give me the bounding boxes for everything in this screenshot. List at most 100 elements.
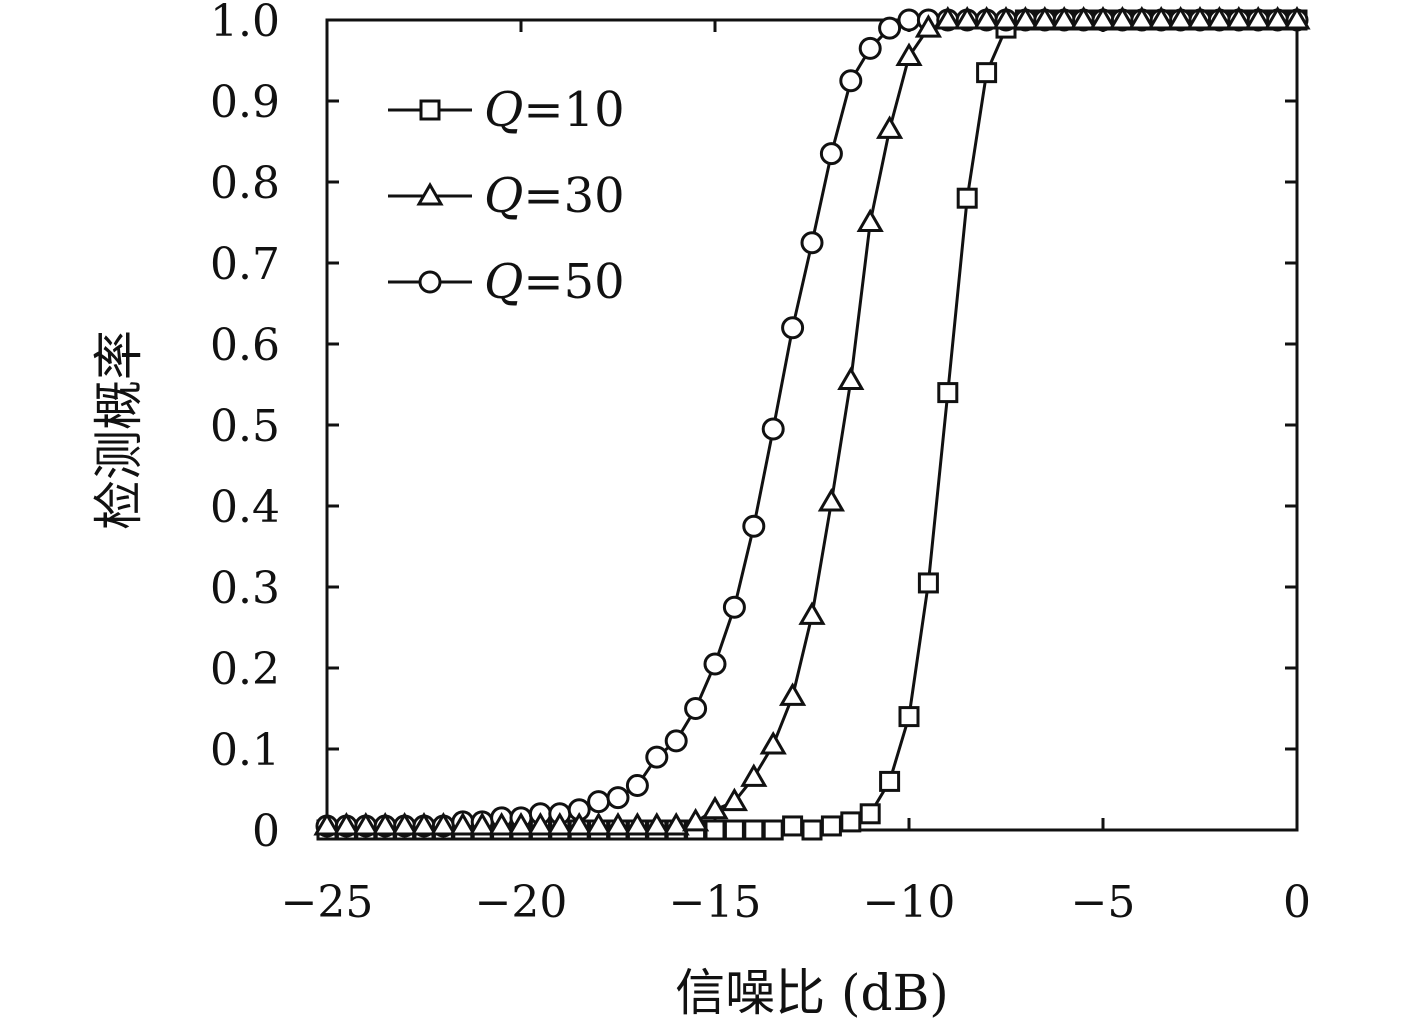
data-point-square: [956, 187, 978, 209]
data-point-triangle: [526, 811, 555, 836]
data-point-triangle: [778, 682, 807, 706]
data-point-triangle: [371, 811, 399, 836]
data-point-square: [762, 819, 784, 841]
data-point-square: [820, 815, 842, 837]
data-point-triangle: [623, 811, 652, 836]
data-point-triangle: [313, 811, 341, 836]
data-point-triangle: [972, 6, 1001, 30]
data-point-circle: [819, 142, 843, 166]
y-tick-label: 0.7: [210, 239, 280, 290]
y-tick-label: 0.9: [210, 77, 280, 128]
y-tick-label: 0.5: [210, 401, 280, 452]
y-tick-label: 0: [252, 806, 280, 857]
legend-label-value: =10: [523, 82, 624, 138]
y-tick-label: 0.6: [210, 320, 280, 371]
legend-label-variable: Q: [484, 168, 523, 224]
data-point-triangle: [740, 763, 768, 787]
data-point-triangle: [1147, 6, 1175, 30]
data-point-circle: [664, 729, 688, 753]
data-point-triangle: [720, 787, 749, 812]
data-point-circle: [722, 595, 746, 619]
tick-labels: −25 −20 −15 −10 −5 0 0 0.1 0.2 0.3 0.4 0.5 0.6 0.7 0.8…: [210, 0, 1311, 928]
data-point-circle: [703, 652, 727, 676]
data-point-triangle: [798, 601, 826, 625]
data-point-triangle: [817, 487, 846, 512]
data-point-circle: [800, 231, 824, 255]
x-tick-label: −10: [863, 877, 956, 928]
data-point-triangle: [934, 6, 962, 30]
data-point-triangle: [992, 6, 1020, 30]
data-point-square: [801, 819, 823, 841]
data-point-triangle: [1011, 6, 1040, 30]
data-point-square: [704, 819, 726, 841]
legend-marker-circle: [418, 270, 442, 294]
y-tick-label: 1.0: [210, 0, 280, 47]
data-point-circle: [625, 773, 649, 797]
data-point-square: [840, 811, 862, 833]
x-tick-label: 0: [1283, 877, 1311, 928]
data-point-triangle: [759, 730, 787, 755]
data-point-triangle: [1186, 6, 1214, 30]
legend-label-variable: Q: [484, 254, 523, 310]
data-point-square: [917, 572, 939, 594]
data-point-triangle: [1263, 6, 1292, 30]
y-axis-label: 检测概率: [90, 330, 148, 530]
data-point-circle: [587, 790, 611, 814]
data-point-circle: [761, 417, 785, 441]
data-point-triangle: [1225, 6, 1253, 30]
legend-label: Q=10: [484, 82, 625, 138]
series-markers: [313, 6, 1311, 841]
data-point-triangle: [1031, 6, 1059, 30]
data-point-triangle: [1050, 6, 1078, 30]
data-point-square: [898, 706, 920, 728]
legend-label-value: =50: [523, 254, 624, 310]
data-point-triangle: [604, 811, 632, 836]
y-tick-label: 0.2: [210, 644, 280, 695]
data-point-triangle: [953, 6, 981, 30]
legend-label: Q=50: [484, 254, 625, 310]
data-point-triangle: [1069, 6, 1098, 30]
data-point-square: [859, 803, 881, 825]
data-point-triangle: [1283, 6, 1311, 30]
data-point-circle: [645, 745, 669, 769]
x-tick-label: −5: [1071, 877, 1136, 928]
data-point-triangle: [390, 811, 419, 836]
data-point-square: [723, 819, 745, 841]
data-point-circle: [684, 697, 708, 720]
data-point-triangle: [565, 811, 593, 836]
data-point-triangle: [1244, 6, 1272, 30]
data-point-triangle: [856, 208, 884, 232]
data-point-circle: [897, 8, 921, 32]
legend-item: Q=50: [388, 254, 625, 310]
data-point-square: [879, 770, 901, 792]
data-point-triangle: [1205, 6, 1234, 30]
data-point-square: [782, 815, 804, 837]
legend-item: Q=10: [388, 82, 625, 138]
data-point-triangle: [410, 811, 438, 836]
data-point-triangle: [837, 366, 865, 390]
x-axis-label: 信噪比 (dB): [675, 964, 949, 1022]
data-point-triangle: [507, 811, 535, 836]
data-point-triangle: [643, 811, 671, 836]
data-point-triangle: [352, 811, 380, 836]
legend: Q=10Q=30Q=50: [388, 82, 625, 310]
data-point-triangle: [449, 811, 477, 836]
data-point-circle: [742, 514, 766, 538]
data-point-circle: [606, 786, 630, 810]
legend-label-variable: Q: [484, 82, 523, 138]
y-tick-label: 0.3: [210, 563, 280, 614]
data-point-triangle: [701, 795, 729, 820]
data-point-triangle: [1108, 6, 1137, 30]
legend-item: Q=30: [388, 168, 625, 224]
data-point-circle: [858, 36, 882, 60]
x-tick-label: −15: [669, 877, 762, 928]
data-point-triangle: [914, 14, 943, 38]
data-point-square: [937, 382, 959, 404]
legend-marker-square: [419, 99, 441, 121]
data-point-triangle: [875, 115, 904, 139]
y-tick-label: 0.4: [210, 482, 280, 533]
data-point-triangle: [681, 807, 710, 832]
data-point-triangle: [584, 811, 613, 836]
